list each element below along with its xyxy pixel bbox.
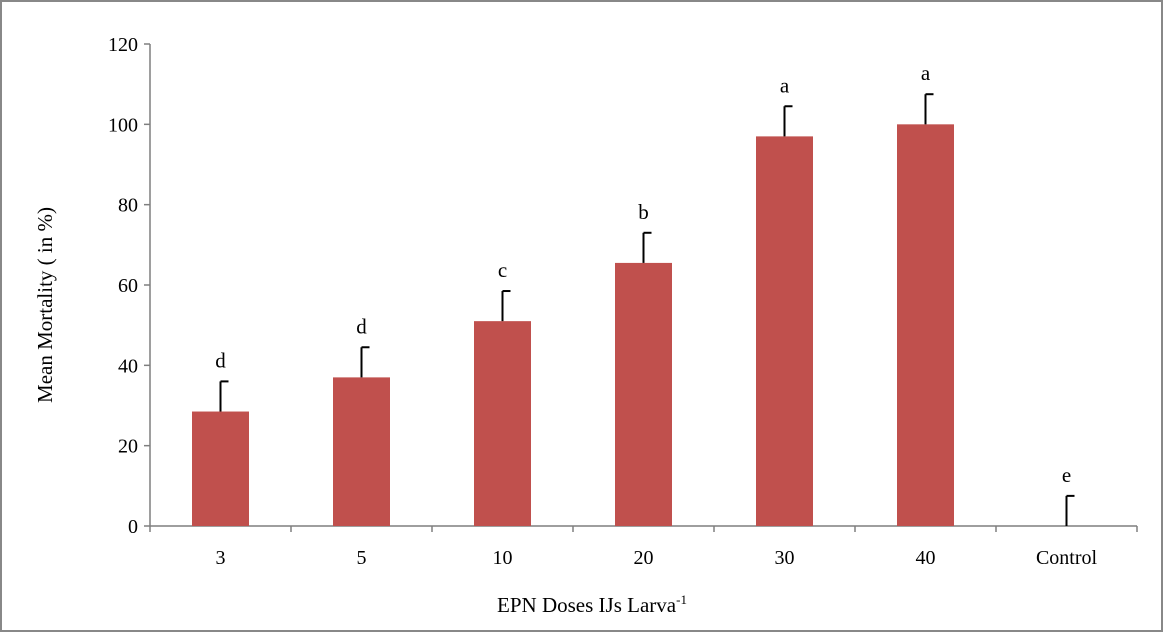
- x-tick-label: Control: [1036, 547, 1098, 569]
- y-axis-title: Mean Mortality ( in %): [33, 207, 57, 403]
- x-tick-label: 10: [493, 547, 513, 569]
- y-tick-label: 100: [108, 114, 138, 136]
- y-tick-label: 80: [118, 195, 138, 217]
- significance-label: a: [780, 73, 790, 97]
- x-tick-label: 5: [357, 547, 367, 569]
- y-tick-label: 40: [118, 355, 138, 377]
- y-tick-label: 120: [108, 34, 138, 56]
- significance-label: e: [1062, 463, 1071, 487]
- x-tick-label: 30: [775, 547, 795, 569]
- bar: [756, 136, 813, 526]
- x-axis-title-superscript: -1: [676, 592, 687, 607]
- bar: [192, 411, 249, 526]
- significance-label: d: [215, 348, 226, 372]
- bar: [897, 124, 954, 526]
- x-axis-title: EPN Doses IJs Larva-1: [497, 592, 687, 617]
- x-axis: 3 5 10 20 30 40 Control: [149, 525, 1138, 569]
- bar: [474, 321, 531, 526]
- x-tick-label: 40: [916, 547, 936, 569]
- significance-label: c: [498, 258, 507, 282]
- significance-label: a: [921, 61, 931, 85]
- significance-label: d: [356, 314, 367, 338]
- x-axis-title-main: EPN Doses IJs Larva: [497, 593, 677, 617]
- bar: [333, 377, 390, 526]
- y-tick-label: 0: [128, 516, 138, 538]
- y-tick-label: 60: [118, 275, 138, 297]
- significance-label: b: [638, 200, 649, 224]
- y-axis: 0 20 40 60 80 100 120: [108, 34, 151, 538]
- x-tick-label: 20: [634, 547, 654, 569]
- bar: [615, 262, 672, 526]
- bars-group: d d c b a a e: [192, 61, 1075, 526]
- x-tick-label: 3: [216, 547, 226, 569]
- y-tick-label: 20: [118, 436, 138, 458]
